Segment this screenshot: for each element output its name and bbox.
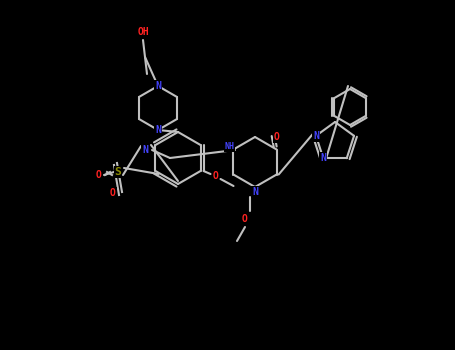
Text: O: O [96,170,102,180]
Text: N: N [313,131,319,141]
Text: O: O [274,133,279,142]
Text: O: O [242,214,248,224]
Text: N: N [155,81,161,91]
Text: OH: OH [137,27,149,37]
Text: N: N [142,145,148,155]
Text: S: S [115,167,121,177]
Text: O: O [110,188,116,198]
Text: N: N [252,187,258,197]
Text: O: O [212,171,218,181]
Text: NH: NH [224,142,234,151]
Text: N: N [155,125,161,135]
Text: N: N [320,153,326,163]
